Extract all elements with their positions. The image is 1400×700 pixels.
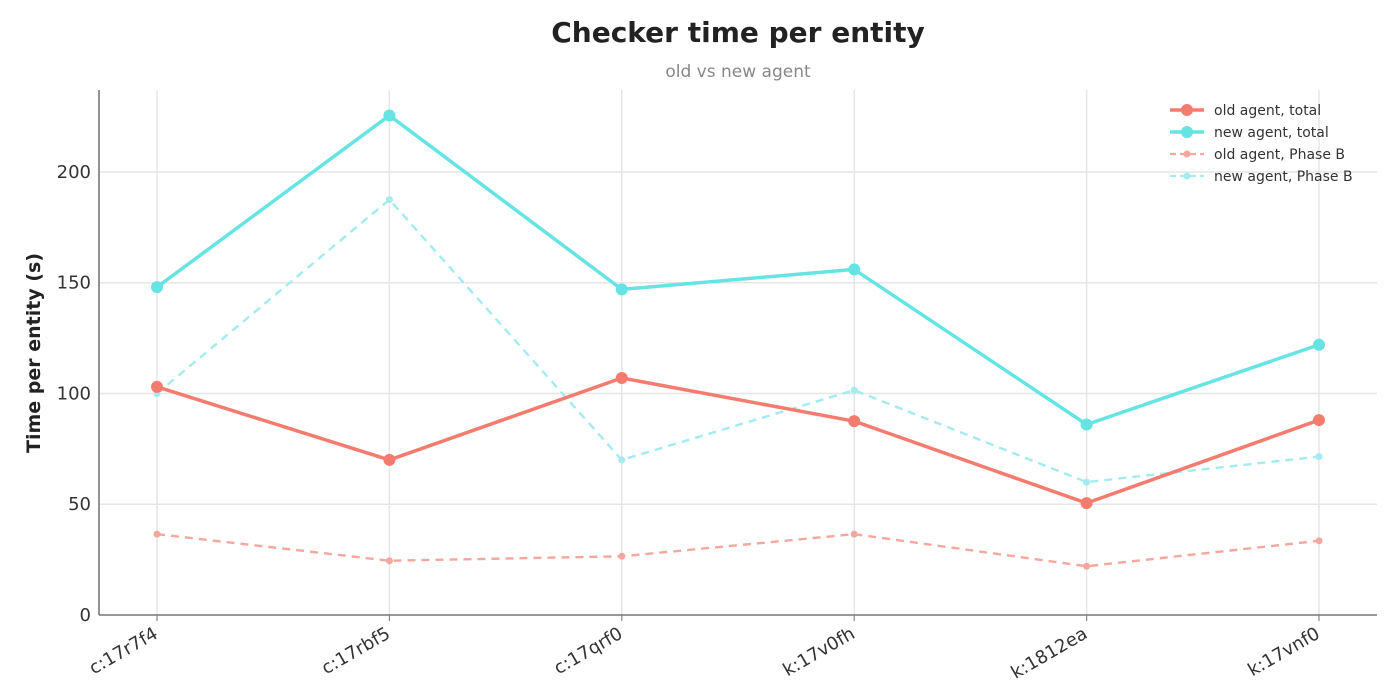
data-point (153, 530, 161, 538)
legend-item: new agent, Phase B (1170, 169, 1353, 185)
grid-layer (99, 90, 1377, 615)
data-point (615, 371, 628, 384)
data-point (385, 557, 393, 565)
data-point (1313, 414, 1325, 427)
x-tick-label: c:17rbf5 (318, 623, 394, 679)
series-line (156, 198, 1320, 484)
x-tick-label: k:17v0fh (780, 623, 859, 681)
x-tick-label: c:17r7f4 (86, 623, 162, 679)
y-axis-title: Time per entity (s) (23, 253, 45, 453)
data-point (151, 281, 163, 294)
data-point (850, 530, 858, 538)
data-point (618, 552, 626, 560)
data-point (1315, 537, 1323, 545)
legend-marker (1181, 126, 1193, 138)
series-layer (151, 109, 1325, 570)
chart-title: Checker time per entity (551, 16, 925, 49)
chart-subtitle: old vs new agent (665, 62, 811, 82)
data-point (848, 415, 861, 428)
data-point (1080, 418, 1093, 431)
data-point (383, 453, 396, 466)
data-point (1083, 478, 1091, 486)
data-point (615, 283, 628, 296)
legend-marker (1183, 150, 1191, 158)
y-tick-label: 200 (57, 162, 91, 183)
series-2 (153, 530, 1323, 570)
y-tick-label: 100 (57, 383, 91, 404)
series-0 (151, 371, 1325, 510)
x-tick-label: k:1812ea (1008, 623, 1092, 683)
legend-item: old agent, total (1170, 103, 1321, 119)
data-point (1083, 562, 1091, 570)
legend: old agent, total new agent, total old agen… (1170, 103, 1353, 185)
data-point (848, 263, 861, 276)
y-tick-label: 50 (68, 494, 91, 515)
legend-marker (1183, 172, 1191, 180)
legend-item: new agent, total (1170, 125, 1329, 141)
legend-label: old agent, total (1214, 103, 1321, 119)
y-tick-label: 150 (57, 273, 91, 294)
data-point (151, 380, 163, 393)
series-line (156, 532, 1320, 568)
legend-marker (1181, 104, 1193, 116)
data-point (1315, 453, 1323, 461)
series-line (156, 376, 1320, 505)
y-tick-label: 0 (80, 605, 91, 626)
data-point (618, 456, 626, 464)
x-tick-label: k:17vnf0 (1244, 623, 1323, 681)
series-1 (151, 109, 1325, 431)
legend-label: new agent, total (1214, 125, 1329, 141)
x-tick-label: c:17qrf0 (550, 623, 626, 679)
series-line (155, 113, 1320, 427)
axes-layer: 0 50 100 150 200 c:17r7f4 c:17rbf5 c:17qrf0 k:17… (23, 90, 1377, 684)
data-point (1080, 497, 1093, 510)
data-point (1313, 338, 1325, 351)
legend-label: new agent, Phase B (1214, 169, 1353, 185)
legend-item: old agent, Phase B (1170, 147, 1345, 163)
data-point (385, 196, 393, 204)
data-point (850, 386, 858, 394)
data-point (383, 109, 396, 122)
legend-label: old agent, Phase B (1214, 147, 1345, 163)
